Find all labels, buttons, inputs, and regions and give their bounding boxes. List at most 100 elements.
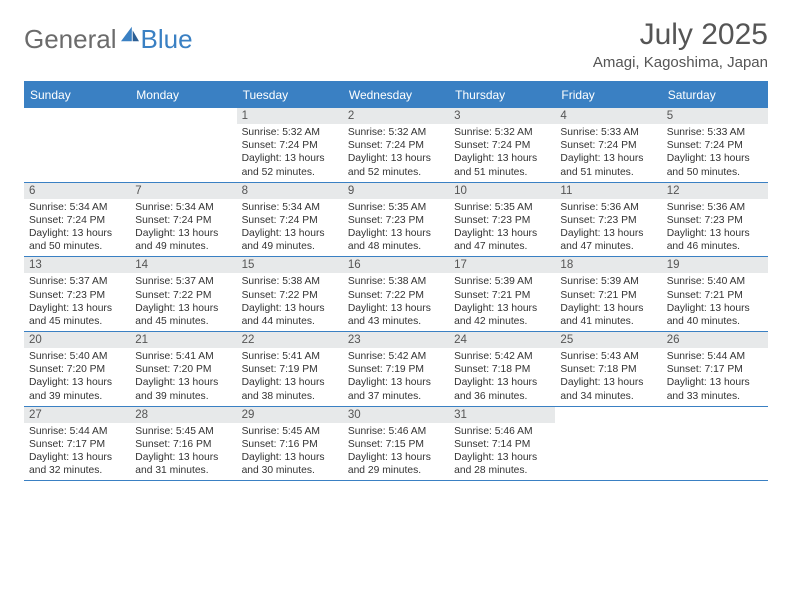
- day-details: [555, 423, 661, 477]
- day-details: Sunrise: 5:39 AMSunset: 7:21 PMDaylight:…: [555, 273, 661, 331]
- daylight-line: Daylight: 13 hours and 48 minutes.: [348, 227, 445, 253]
- day-details: Sunrise: 5:38 AMSunset: 7:22 PMDaylight:…: [343, 273, 449, 331]
- day-number: 22: [237, 332, 343, 348]
- day-cell: 30Sunrise: 5:46 AMSunset: 7:15 PMDayligh…: [343, 407, 449, 481]
- daylight-line: Daylight: 13 hours and 37 minutes.: [348, 376, 445, 402]
- day-cell: 25Sunrise: 5:43 AMSunset: 7:18 PMDayligh…: [555, 332, 661, 406]
- week-row: 13Sunrise: 5:37 AMSunset: 7:23 PMDayligh…: [24, 257, 768, 332]
- day-details: Sunrise: 5:40 AMSunset: 7:20 PMDaylight:…: [24, 348, 130, 406]
- sunset-line: Sunset: 7:21 PM: [454, 289, 551, 302]
- sunrise-line: Sunrise: 5:34 AM: [29, 201, 126, 214]
- day-cell: 10Sunrise: 5:35 AMSunset: 7:23 PMDayligh…: [449, 183, 555, 257]
- day-details: [662, 423, 768, 477]
- day-details: Sunrise: 5:34 AMSunset: 7:24 PMDaylight:…: [237, 199, 343, 257]
- day-details: Sunrise: 5:45 AMSunset: 7:16 PMDaylight:…: [237, 423, 343, 481]
- sunrise-line: Sunrise: 5:46 AM: [348, 425, 445, 438]
- day-number: 21: [130, 332, 236, 348]
- day-details: Sunrise: 5:42 AMSunset: 7:19 PMDaylight:…: [343, 348, 449, 406]
- day-number: 11: [555, 183, 661, 199]
- day-cell: 13Sunrise: 5:37 AMSunset: 7:23 PMDayligh…: [24, 257, 130, 331]
- sunrise-line: Sunrise: 5:44 AM: [667, 350, 764, 363]
- week-row: 6Sunrise: 5:34 AMSunset: 7:24 PMDaylight…: [24, 183, 768, 258]
- sunset-line: Sunset: 7:21 PM: [560, 289, 657, 302]
- daylight-line: Daylight: 13 hours and 45 minutes.: [29, 302, 126, 328]
- day-details: Sunrise: 5:44 AMSunset: 7:17 PMDaylight:…: [662, 348, 768, 406]
- sunrise-line: Sunrise: 5:40 AM: [667, 275, 764, 288]
- day-cell: 8Sunrise: 5:34 AMSunset: 7:24 PMDaylight…: [237, 183, 343, 257]
- day-cell: 4Sunrise: 5:33 AMSunset: 7:24 PMDaylight…: [555, 108, 661, 182]
- sunrise-line: Sunrise: 5:36 AM: [560, 201, 657, 214]
- day-details: Sunrise: 5:42 AMSunset: 7:18 PMDaylight:…: [449, 348, 555, 406]
- day-header-cell: Saturday: [662, 83, 768, 108]
- day-number: 25: [555, 332, 661, 348]
- week-row: 20Sunrise: 5:40 AMSunset: 7:20 PMDayligh…: [24, 332, 768, 407]
- sunset-line: Sunset: 7:14 PM: [454, 438, 551, 451]
- daylight-line: Daylight: 13 hours and 50 minutes.: [667, 152, 764, 178]
- day-details: Sunrise: 5:33 AMSunset: 7:24 PMDaylight:…: [662, 124, 768, 182]
- day-cell: 14Sunrise: 5:37 AMSunset: 7:22 PMDayligh…: [130, 257, 236, 331]
- day-number: 10: [449, 183, 555, 199]
- day-details: Sunrise: 5:45 AMSunset: 7:16 PMDaylight:…: [130, 423, 236, 481]
- daylight-line: Daylight: 13 hours and 29 minutes.: [348, 451, 445, 477]
- day-details: Sunrise: 5:34 AMSunset: 7:24 PMDaylight:…: [24, 199, 130, 257]
- day-details: [24, 124, 130, 178]
- sunrise-line: Sunrise: 5:32 AM: [242, 126, 339, 139]
- day-number: [662, 407, 768, 423]
- day-number: 3: [449, 108, 555, 124]
- day-number: 28: [130, 407, 236, 423]
- day-header-cell: Thursday: [449, 83, 555, 108]
- day-cell: 20Sunrise: 5:40 AMSunset: 7:20 PMDayligh…: [24, 332, 130, 406]
- daylight-line: Daylight: 13 hours and 52 minutes.: [242, 152, 339, 178]
- empty-cell: [24, 108, 130, 182]
- sunrise-line: Sunrise: 5:39 AM: [454, 275, 551, 288]
- day-cell: 29Sunrise: 5:45 AMSunset: 7:16 PMDayligh…: [237, 407, 343, 481]
- day-number: 13: [24, 257, 130, 273]
- title-block: July 2025 Amagi, Kagoshima, Japan: [593, 18, 768, 71]
- day-cell: 5Sunrise: 5:33 AMSunset: 7:24 PMDaylight…: [662, 108, 768, 182]
- sunrise-line: Sunrise: 5:45 AM: [242, 425, 339, 438]
- sunrise-line: Sunrise: 5:37 AM: [29, 275, 126, 288]
- day-cell: 12Sunrise: 5:36 AMSunset: 7:23 PMDayligh…: [662, 183, 768, 257]
- sunrise-line: Sunrise: 5:35 AM: [348, 201, 445, 214]
- daylight-line: Daylight: 13 hours and 28 minutes.: [454, 451, 551, 477]
- sunrise-line: Sunrise: 5:38 AM: [242, 275, 339, 288]
- day-number: 24: [449, 332, 555, 348]
- day-details: Sunrise: 5:41 AMSunset: 7:20 PMDaylight:…: [130, 348, 236, 406]
- sunset-line: Sunset: 7:18 PM: [454, 363, 551, 376]
- day-number: 27: [24, 407, 130, 423]
- day-header-row: SundayMondayTuesdayWednesdayThursdayFrid…: [24, 83, 768, 108]
- day-cell: 24Sunrise: 5:42 AMSunset: 7:18 PMDayligh…: [449, 332, 555, 406]
- day-number: 9: [343, 183, 449, 199]
- sunrise-line: Sunrise: 5:35 AM: [454, 201, 551, 214]
- day-number: 18: [555, 257, 661, 273]
- daylight-line: Daylight: 13 hours and 42 minutes.: [454, 302, 551, 328]
- day-number: 8: [237, 183, 343, 199]
- sunset-line: Sunset: 7:16 PM: [135, 438, 232, 451]
- daylight-line: Daylight: 13 hours and 33 minutes.: [667, 376, 764, 402]
- sunrise-line: Sunrise: 5:43 AM: [560, 350, 657, 363]
- day-details: Sunrise: 5:37 AMSunset: 7:23 PMDaylight:…: [24, 273, 130, 331]
- day-number: 20: [24, 332, 130, 348]
- sunrise-line: Sunrise: 5:42 AM: [348, 350, 445, 363]
- daylight-line: Daylight: 13 hours and 39 minutes.: [29, 376, 126, 402]
- sunset-line: Sunset: 7:17 PM: [667, 363, 764, 376]
- sunrise-line: Sunrise: 5:41 AM: [135, 350, 232, 363]
- daylight-line: Daylight: 13 hours and 45 minutes.: [135, 302, 232, 328]
- day-number: 15: [237, 257, 343, 273]
- day-number: 1: [237, 108, 343, 124]
- day-header-cell: Monday: [130, 83, 236, 108]
- day-header-cell: Wednesday: [343, 83, 449, 108]
- daylight-line: Daylight: 13 hours and 36 minutes.: [454, 376, 551, 402]
- day-details: Sunrise: 5:39 AMSunset: 7:21 PMDaylight:…: [449, 273, 555, 331]
- weeks-container: 1 Sunrise: 5:32 AM Sunset: 7:24 PM Daylight…: [24, 108, 768, 481]
- sunset-line: Sunset: 7:19 PM: [348, 363, 445, 376]
- day-details: Sunrise: 5:35 AMSunset: 7:23 PMDaylight:…: [449, 199, 555, 257]
- day-details: Sunrise: 5:44 AMSunset: 7:17 PMDaylight:…: [24, 423, 130, 481]
- sunset-line: Sunset: 7:21 PM: [667, 289, 764, 302]
- sunrise-line: Sunrise: 5:34 AM: [242, 201, 339, 214]
- daylight-line: Daylight: 13 hours and 30 minutes.: [242, 451, 339, 477]
- daylight-line: Daylight: 13 hours and 43 minutes.: [348, 302, 445, 328]
- daylight-line: Daylight: 13 hours and 50 minutes.: [29, 227, 126, 253]
- sunset-line: Sunset: 7:24 PM: [242, 214, 339, 227]
- day-number: 23: [343, 332, 449, 348]
